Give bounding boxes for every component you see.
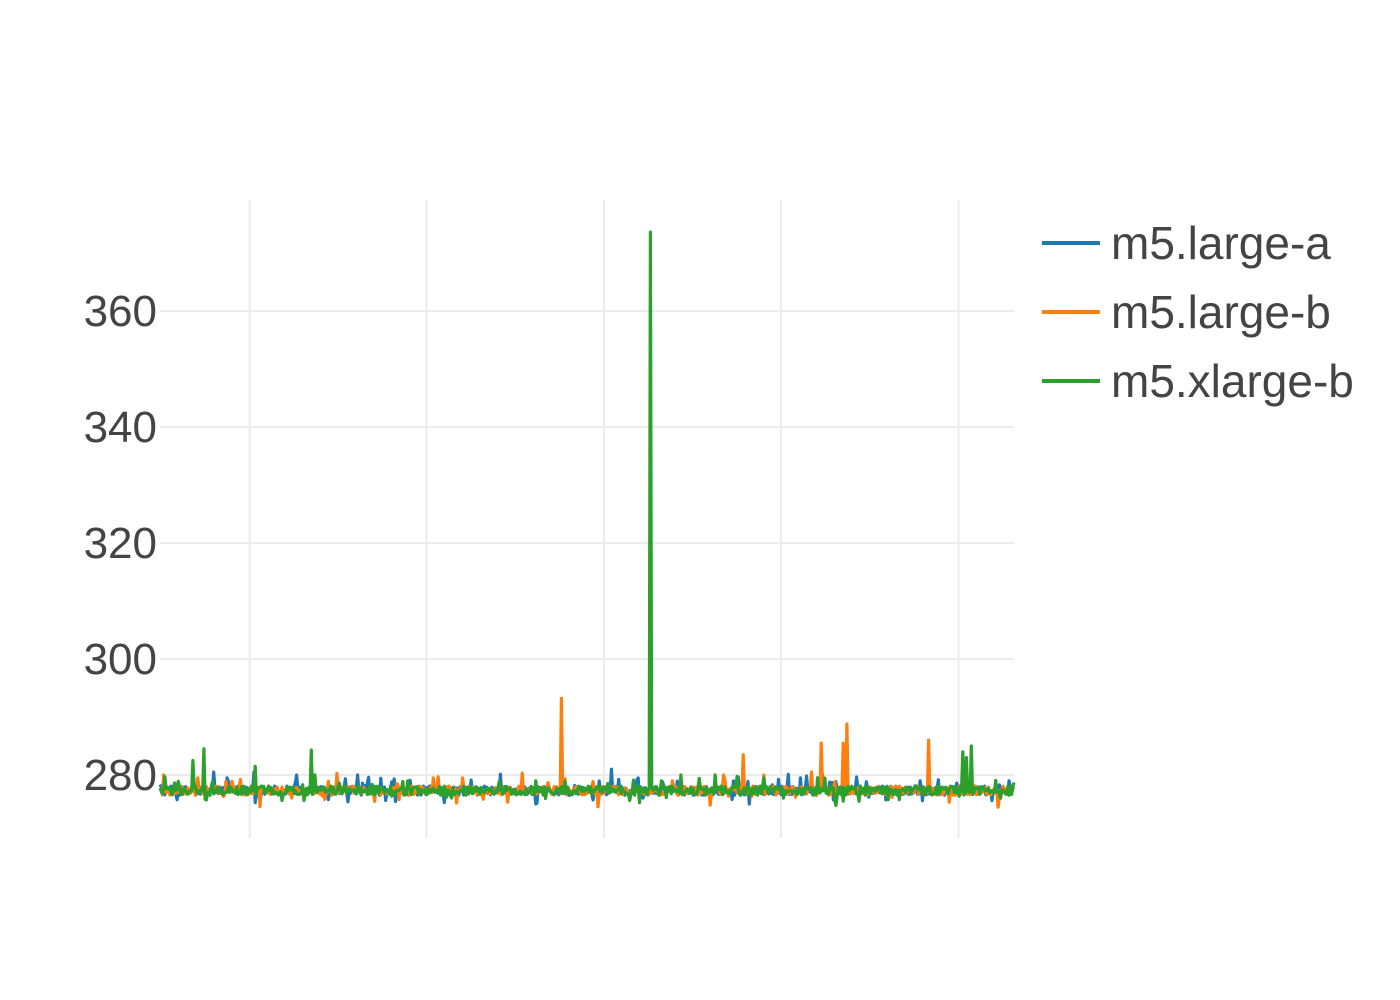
legend-label: m5.large-a: [1111, 217, 1331, 269]
gridlines: [160, 200, 1014, 838]
series-line-m5.xlarge-b: [158, 230, 1016, 808]
series-lines: [158, 230, 1016, 809]
legend-label: m5.xlarge-b: [1111, 355, 1354, 407]
legend-label: m5.large-b: [1111, 286, 1331, 338]
legend: m5.large-a m5.large-b m5.xlarge-b: [1042, 217, 1354, 407]
y-tick-label: 360: [84, 287, 157, 336]
y-tick-label: 340: [84, 403, 157, 452]
y-tick-label: 320: [84, 519, 157, 568]
y-axis-ticks: 280 300 320 340 360: [84, 287, 157, 800]
y-tick-label: 300: [84, 635, 157, 684]
y-tick-label: 280: [84, 751, 157, 800]
